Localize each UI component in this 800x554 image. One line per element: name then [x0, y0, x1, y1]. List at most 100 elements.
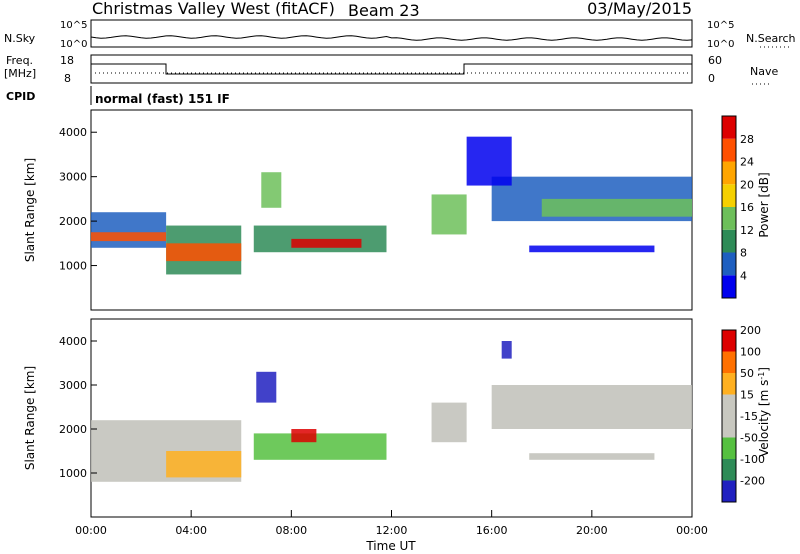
- noise-sky-line: [90, 35, 693, 41]
- scatter-band: [431, 402, 467, 443]
- scatter-band: [501, 341, 512, 359]
- colorbar-swatch: [722, 116, 736, 139]
- colorbar-tick-label: 50: [740, 367, 754, 380]
- colorbar-frame: [721, 329, 737, 503]
- xtick-label: 16:00: [476, 524, 508, 537]
- velocity-yticks: 1000 2000 3000 4000: [59, 335, 97, 480]
- scatter-band: [166, 243, 242, 262]
- colorbar-swatch: [722, 207, 736, 230]
- ytick-label: 2000: [59, 423, 87, 436]
- scatter-band: [541, 198, 692, 217]
- ytick-label: 3000: [59, 379, 87, 392]
- colorbar-swatch: [722, 184, 736, 207]
- xtick-label: 00:00: [676, 524, 708, 537]
- power-marks: [91, 136, 692, 275]
- scatter-band: [491, 385, 692, 429]
- scatter-band: [256, 371, 277, 403]
- cpid-text: normal (fast) 151 IF: [95, 92, 230, 106]
- xlabel-time-ut: Time UT: [365, 539, 416, 553]
- ytick-label: 2000: [59, 215, 87, 228]
- freq-tick-18: 18: [60, 54, 74, 67]
- scatter-band: [466, 136, 512, 186]
- freq-tick-8: 8: [64, 72, 71, 85]
- ytick-label: 1000: [59, 467, 87, 480]
- noise-tick-bottom-left: 10^0: [60, 39, 87, 50]
- freq-panel: Freq. [MHz] 18 8 60 0 Nave: [4, 54, 778, 85]
- scatter-band: [91, 232, 167, 242]
- velocity-colorbar: Velocity [m s-1] -200 -100 -50 -15 15 50 100 20…: [721, 324, 772, 503]
- noise-panel: N.Sky N.Search 10^5 10^0 10^5 10^0: [4, 19, 796, 50]
- colorbar-tick-label: 4: [740, 269, 747, 282]
- velocity-ylabel: Slant Range [km]: [23, 366, 37, 470]
- xtick-label: 12:00: [376, 524, 408, 537]
- freq-label-1: Freq.: [6, 54, 33, 67]
- scatter-band: [261, 172, 282, 208]
- colorbar-tick-label: 20: [740, 178, 754, 191]
- nave-tick-60: 60: [708, 54, 722, 67]
- power-colorbar-label: Power [dB]: [757, 172, 771, 237]
- power-ylabel: Slant Range [km]: [23, 158, 37, 262]
- ytick-label: 1000: [59, 260, 87, 273]
- colorbar-tick-label: -15: [740, 410, 758, 423]
- noise-sky-label: N.Sky: [4, 32, 36, 45]
- colorbar-tick-label: -50: [740, 432, 758, 445]
- scatter-band: [529, 453, 655, 460]
- power-yticks: 1000 2000 3000 4000: [59, 126, 97, 273]
- ytick-label: 4000: [59, 126, 87, 139]
- noise-tick-bottom-right: 10^0: [707, 39, 734, 50]
- colorbar-tick-label: 28: [740, 133, 754, 146]
- xtick-label: 00:00: [75, 524, 107, 537]
- colorbar-tick-label: 100: [740, 346, 761, 359]
- scatter-band: [166, 451, 242, 478]
- xtick-label: 08:00: [275, 524, 307, 537]
- colorbar-swatch: [722, 394, 736, 416]
- colorbar-tick-label: -100: [740, 453, 765, 466]
- colorbar-tick-label: -200: [740, 475, 765, 488]
- beam-label: Beam 23: [348, 1, 420, 20]
- noise-tick-top-right: 10^5: [707, 20, 734, 31]
- colorbar-swatch: [722, 229, 736, 253]
- power-colorbar: Power [dB] 4 8 12 16 20 24 28: [721, 115, 771, 299]
- station-title: Christmas Valley West (fitACF): [92, 0, 335, 18]
- xtick-label: 20:00: [576, 524, 608, 537]
- colorbar-swatch: [722, 161, 736, 185]
- time-xticks: 00:00 04:00 08:00 12:00 16:00 20:00 00:00: [75, 510, 708, 537]
- colorbar-swatch: [722, 459, 736, 481]
- noise-frame: [90, 19, 693, 48]
- colorbar-tick-label: 200: [740, 324, 761, 337]
- freq-frame: [90, 54, 693, 84]
- ytick-label: 3000: [59, 171, 87, 184]
- freq-step-line: [91, 63, 692, 75]
- colorbar-swatch: [722, 373, 736, 395]
- scatter-band: [291, 238, 362, 248]
- colorbar-swatch: [722, 480, 736, 502]
- xtick-label: 04:00: [175, 524, 207, 537]
- colorbar-tick-label: 15: [740, 389, 754, 402]
- scatter-band: [291, 429, 317, 443]
- colorbar-tick-label: 12: [740, 224, 754, 237]
- scatter-band: [91, 212, 167, 248]
- noise-search-label: N.Search: [746, 32, 796, 45]
- colorbar-tick-label: 16: [740, 201, 754, 214]
- colorbar-swatch: [722, 416, 736, 438]
- power-heatmap-panel: Slant Range [km] 1000 2000 3000 4000: [23, 109, 693, 311]
- cpid-label: CPID: [6, 90, 35, 103]
- velocity-marks: [91, 341, 692, 482]
- noise-tick-top-left: 10^5: [60, 20, 87, 31]
- nave-tick-0: 0: [708, 72, 715, 85]
- velocity-colorbar-label: Velocity [m s-1]: [757, 367, 772, 457]
- ytick-label: 4000: [59, 335, 87, 348]
- colorbar-swatch: [722, 138, 736, 162]
- colorbar-swatch: [722, 351, 736, 373]
- colorbar-tick-label: 24: [740, 156, 754, 169]
- colorbar-frame: [721, 115, 737, 299]
- date-label: 03/May/2015: [587, 0, 692, 18]
- colorbar-swatch: [722, 330, 736, 352]
- colorbar-tick-label: 8: [740, 247, 747, 260]
- colorbar-swatch: [722, 252, 736, 276]
- nave-label: Nave: [750, 65, 778, 78]
- freq-label-2: [MHz]: [4, 67, 36, 80]
- scatter-band: [529, 245, 655, 253]
